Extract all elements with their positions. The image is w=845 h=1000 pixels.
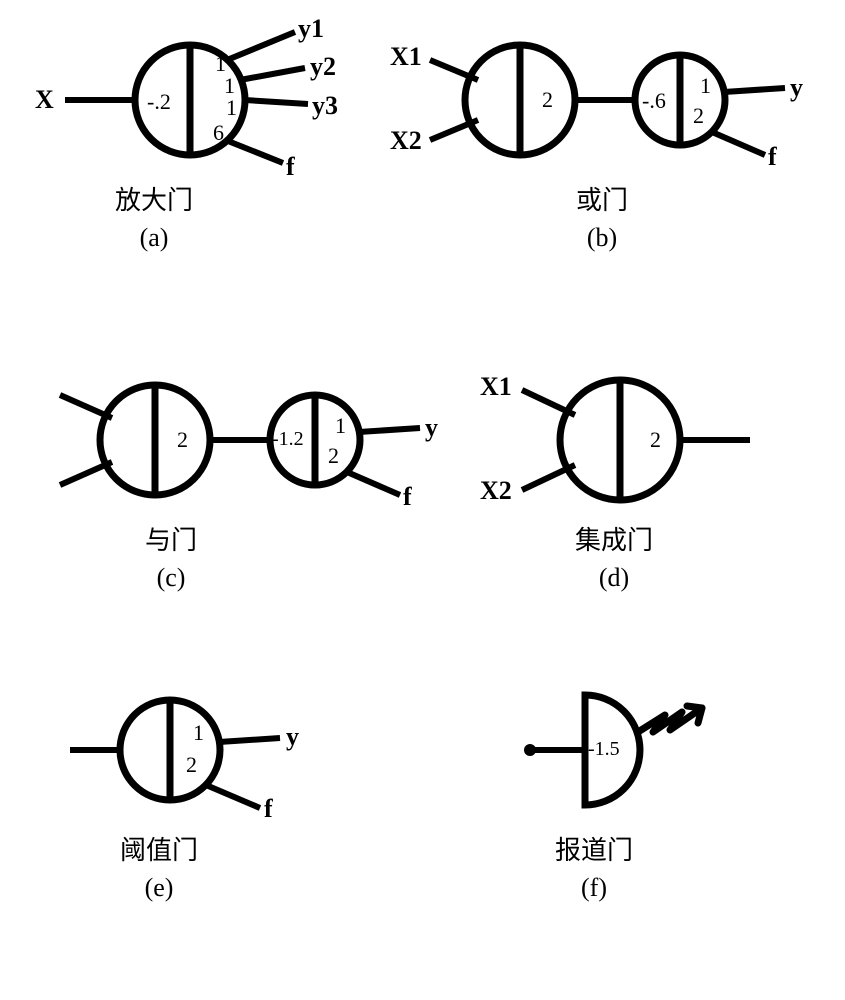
gate-d-input-x1-label: X1 — [480, 372, 512, 402]
gate-a-right-v3: 1 — [226, 95, 237, 121]
gate-e-caption-cn: 阈值门 — [120, 830, 198, 867]
gate-a-left-value: -.2 — [147, 89, 171, 115]
gate-a-caption-idx: (a) — [115, 223, 193, 253]
gate-a-input-x-label: X — [35, 85, 54, 115]
gate-b-output-y-label: y — [790, 73, 803, 103]
gate-a-caption-cn: 放大门 — [115, 180, 193, 217]
gate-a-amplifier: X y1 y2 y3 f -.2 1 1 1 6 — [0, 0, 400, 260]
gate-c-caption-cn: 与门 — [145, 520, 197, 557]
gate-c-caption: 与门 (c) — [145, 520, 197, 593]
gate-b-caption-cn: 或门 — [576, 180, 628, 217]
gate-c-c2-left: -1.2 — [272, 428, 304, 451]
gate-c-c1-right: 2 — [177, 427, 188, 453]
gate-d-caption-idx: (d) — [575, 563, 653, 593]
gate-e-output-f-label: f — [264, 794, 273, 824]
gate-b-caption: 或门 (b) — [576, 180, 628, 253]
gate-e-r2: 2 — [186, 752, 197, 778]
gate-c-c2-r1: 1 — [335, 413, 346, 439]
gate-a-svg — [0, 0, 400, 260]
gate-d-input-x2-label: X2 — [480, 476, 512, 506]
gate-e-r1: 1 — [193, 720, 204, 746]
gate-a-caption: 放大门 (a) — [115, 180, 193, 253]
gate-b-input-x1-label: X1 — [390, 42, 422, 72]
gate-f-svg — [470, 660, 810, 900]
gate-f-reporter: -1.5 — [470, 660, 810, 900]
gate-c-output-f-label: f — [403, 482, 412, 512]
gate-e-output-y-label: y — [286, 722, 299, 752]
gate-b-c2-r1: 1 — [700, 73, 711, 99]
gate-e-svg — [30, 660, 370, 900]
gate-b-output-f-label: f — [768, 142, 777, 172]
gate-e-threshold: y f 1 2 — [30, 660, 370, 900]
gate-c-svg — [0, 340, 440, 600]
gate-a-output-f-label: f — [286, 152, 295, 182]
gate-f-caption-cn: 报道门 — [555, 830, 633, 867]
gate-a-output-y3-label: y3 — [312, 91, 338, 121]
gate-b-c1-right: 2 — [542, 87, 553, 113]
gate-c-output-y-label: y — [425, 413, 438, 443]
gate-d-caption-cn: 集成门 — [575, 520, 653, 557]
gate-d-right-value: 2 — [650, 427, 661, 453]
gate-a-output-y1-label: y1 — [298, 14, 324, 44]
gate-f-caption: 报道门 (f) — [555, 830, 633, 903]
gate-c-caption-idx: (c) — [145, 563, 197, 593]
gate-b-input-x2-label: X2 — [390, 126, 422, 156]
gate-c-c2-r2: 2 — [328, 443, 339, 469]
gate-f-left-value: -1.5 — [588, 738, 620, 761]
gate-b-c2-left: -.6 — [642, 88, 666, 114]
gate-b-caption-idx: (b) — [576, 223, 628, 253]
gate-b-c2-r2: 2 — [693, 103, 704, 129]
gate-f-caption-idx: (f) — [555, 873, 633, 903]
gate-a-right-v4: 6 — [213, 120, 224, 146]
gate-e-caption-idx: (e) — [120, 873, 198, 903]
gate-e-caption: 阈值门 (e) — [120, 830, 198, 903]
gate-d-caption: 集成门 (d) — [575, 520, 653, 593]
gate-c-and: y f 2 -1.2 1 2 — [0, 340, 440, 600]
gate-a-output-y2-label: y2 — [310, 52, 336, 82]
